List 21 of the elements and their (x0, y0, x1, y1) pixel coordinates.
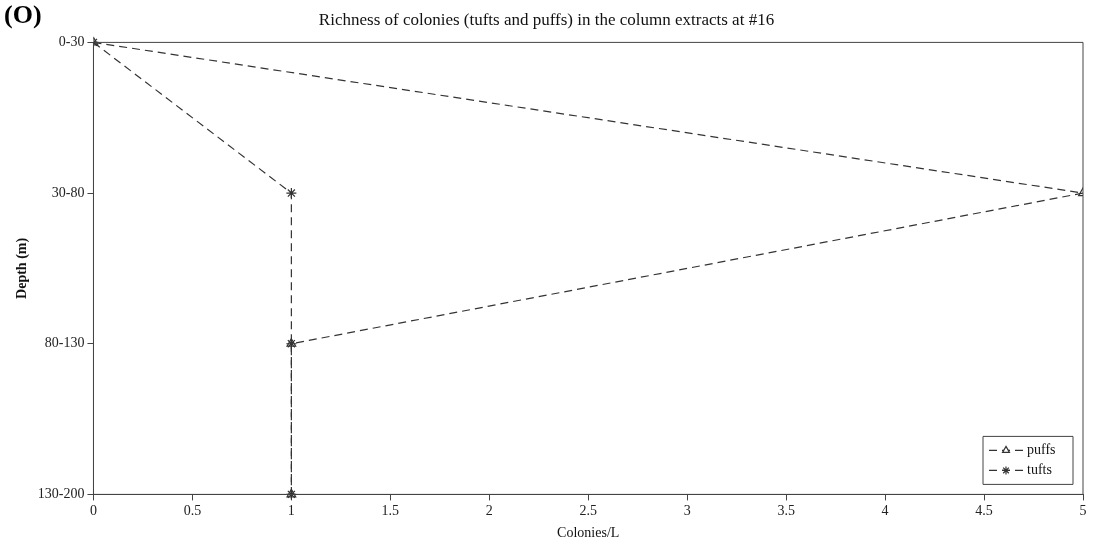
x-tick-label: 0 (89, 503, 97, 519)
x-tick-label: 0.5 (183, 503, 202, 519)
chart-title: Richness of colonies (tufts and puffs) in the column extracts at #16 (318, 9, 775, 29)
y-tick-label: 80-130 (44, 335, 85, 351)
x-tick-label: 4.5 (975, 503, 993, 519)
x-tick-label: 5 (1079, 503, 1087, 519)
x-axis-title: Colonies/L (557, 525, 620, 541)
x-tick-label: 1.5 (381, 503, 400, 519)
text: (O) (4, 0, 42, 30)
x-tick-label: 3.5 (777, 503, 795, 519)
y-tick-label: 30-80 (51, 184, 85, 200)
x-tick-label: 3 (683, 503, 691, 519)
y-axis-title: Depth (m) (14, 237, 31, 299)
y-tick-label: 0-30 (58, 34, 85, 50)
y-tick-label: 130-200 (37, 486, 85, 502)
legend-label: puffs (1027, 442, 1056, 458)
x-tick-label: 4 (881, 503, 889, 519)
legend-label: tufts (1027, 462, 1052, 478)
x-tick-label: 1 (287, 503, 295, 519)
x-tick-label: 2.5 (579, 503, 597, 519)
x-tick-label: 2 (485, 503, 493, 519)
